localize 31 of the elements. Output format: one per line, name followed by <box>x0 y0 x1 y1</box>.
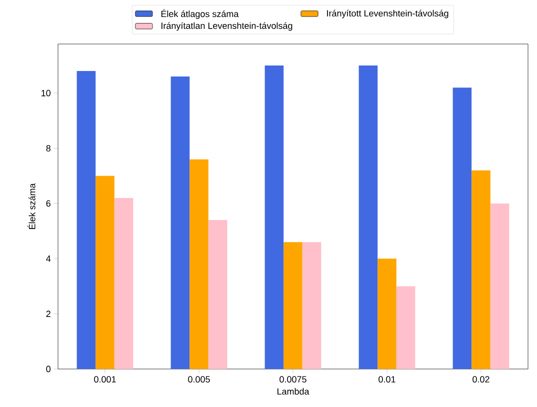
y-tick-label: 8 <box>46 145 50 152</box>
bar <box>452 88 472 369</box>
y-axis-title: Élek száma <box>27 183 36 230</box>
bar <box>264 66 284 369</box>
legend-label: Irányított Levenshtein-távolság <box>327 10 448 18</box>
bar <box>396 286 416 369</box>
bar <box>284 242 302 369</box>
bar <box>490 203 510 369</box>
bar <box>76 71 96 369</box>
x-tick-label: 0.02 <box>472 376 490 383</box>
bar <box>96 176 114 369</box>
y-tick-label: 6 <box>46 200 50 207</box>
legend-label: Élek átlagos száma <box>161 9 239 19</box>
bar <box>190 159 208 369</box>
bar <box>472 170 490 369</box>
x-tick-label: 0.01 <box>378 376 396 383</box>
x-tick-label: 0.005 <box>188 376 210 383</box>
bar <box>208 220 228 369</box>
y-tick-label: 2 <box>46 310 50 317</box>
y-tick-label: 10 <box>42 90 51 96</box>
bar <box>302 242 322 369</box>
bar <box>114 198 134 369</box>
bar <box>170 76 190 369</box>
legend-label: Irányítatlan Levenshtein-távolság <box>162 22 292 31</box>
y-tick-label: 4 <box>46 256 51 262</box>
bar <box>358 66 378 369</box>
x-axis-title: Lambda <box>277 388 310 395</box>
x-tick-label: 0.001 <box>94 376 116 383</box>
y-tick-label: 0 <box>46 366 51 372</box>
bar <box>378 258 396 369</box>
x-tick-label: 0.0075 <box>280 376 306 383</box>
